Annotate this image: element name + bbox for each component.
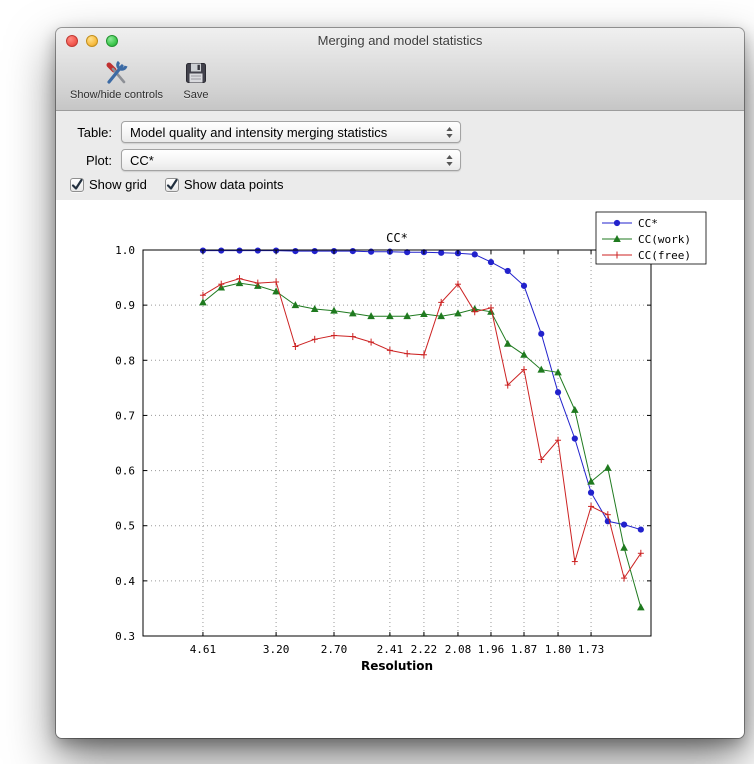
plot-select[interactable]: CC* [121,149,461,171]
svg-text:0.3: 0.3 [115,630,135,643]
svg-text:2.08: 2.08 [444,643,471,656]
svg-text:0.7: 0.7 [115,409,135,422]
table-select[interactable]: Model quality and intensity merging stat… [121,121,461,143]
window-title: Merging and model statistics [317,33,483,48]
check-icon [166,178,178,190]
svg-text:0.9: 0.9 [115,299,135,312]
svg-text:1.80: 1.80 [544,643,571,656]
legend: CC* CC(work) CC(free) [595,211,706,265]
table-select-value: Model quality and intensity merging stat… [130,124,388,140]
svg-text:CC*: CC* [638,217,658,230]
figure: 1.0 0.9 0.8 0.7 0.6 0.5 0.4 0.3 4.61 3.20 2.70 2.41… [87,206,713,676]
controls-panel: Table: Model quality and intensity mergi… [56,111,744,200]
svg-text:0.6: 0.6 [115,465,135,478]
minimize-button[interactable] [86,35,98,47]
svg-text:Resolution: Resolution [360,659,432,673]
svg-text:CC*: CC* [386,231,408,245]
show-data-points-label: Show data points [183,177,284,192]
axes-frame [142,249,651,637]
svg-text:1.73: 1.73 [577,643,604,656]
plot-region: 1.0 0.9 0.8 0.7 0.6 0.5 0.4 0.3 4.61 3.20 2.70 2.41… [56,200,744,738]
show-grid-label: Show grid [89,177,147,192]
checkbox-show-data-points[interactable] [164,177,179,192]
popup-arrows-icon [441,154,457,167]
plot-label: Plot: [85,152,112,168]
svg-text:1.87: 1.87 [510,643,537,656]
toolbar-button-save[interactable]: Save [175,56,217,103]
svg-text:1.96: 1.96 [477,643,504,656]
toolbar-button-show-hide-controls[interactable]: Show/hide controls [62,56,171,103]
svg-text:3.20: 3.20 [262,643,289,656]
tools-icon [102,58,130,88]
save-icon [183,58,209,88]
toolbar: Show/hide controls Save [56,54,744,110]
svg-text:2.41: 2.41 [376,643,403,656]
close-button[interactable] [66,35,78,47]
axis-ticks [142,249,651,637]
svg-text:CC(free): CC(free) [638,249,691,262]
window-chrome: Merging and model statistics Show/hide c… [56,28,744,111]
svg-text:4.61: 4.61 [189,643,216,656]
svg-text:0.8: 0.8 [115,354,135,367]
x-axis-label: Resolution [360,659,432,673]
chart-canvas: 1.0 0.9 0.8 0.7 0.6 0.5 0.4 0.3 4.61 3.20 2.70 2.41… [115,211,706,673]
toolbar-button-label: Save [183,89,209,101]
svg-text:2.22: 2.22 [410,643,437,656]
svg-text:CC(work): CC(work) [638,233,691,246]
check-icon [71,178,83,190]
svg-text:1.0: 1.0 [115,244,135,257]
checkbox-show-grid[interactable] [70,177,84,192]
table-label: Table: [77,124,112,140]
svg-text:0.5: 0.5 [115,520,135,533]
svg-text:2.70: 2.70 [320,643,347,656]
axis-tick-labels: 1.0 0.9 0.8 0.7 0.6 0.5 0.4 0.3 4.61 3.20 2.70 2.41… [115,244,604,656]
toolbar-button-label: Show/hide controls [70,89,163,101]
popup-arrows-icon [441,126,457,139]
series-CC(free) [199,275,644,582]
zoom-button[interactable] [106,35,118,47]
svg-text:0.4: 0.4 [115,575,135,588]
chart-title: CC* [386,231,408,245]
app-window: Merging and model statistics Show/hide c… [56,28,744,738]
titlebar[interactable]: Merging and model statistics [56,28,744,54]
plot-select-value: CC* [130,152,154,168]
